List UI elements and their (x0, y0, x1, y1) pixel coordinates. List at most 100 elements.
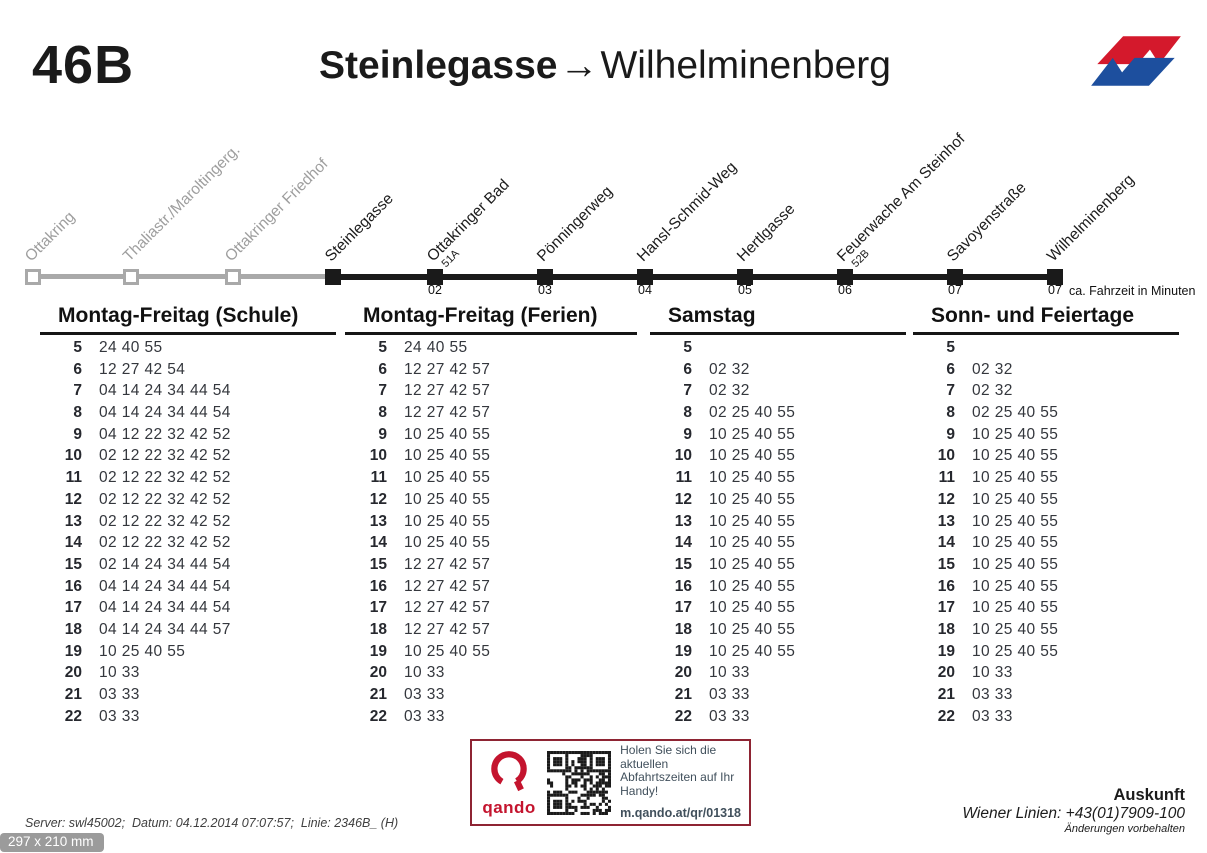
timetable-minutes: 04 14 24 34 44 54 (99, 404, 231, 422)
timetable-hour: 16 (674, 577, 692, 595)
timetable-title: Sonn- und Feiertage (913, 304, 1179, 335)
timetable-hour: 13 (64, 512, 82, 530)
timetable-row: 8 12 27 42 57 (345, 402, 637, 424)
timetable-minutes: 02 12 22 32 42 52 (99, 534, 231, 552)
title-arrow-icon: → (559, 44, 599, 87)
timetable-minutes: 02 12 22 32 42 52 (99, 490, 231, 508)
timetable-row: 7 04 14 24 34 44 54 (40, 380, 336, 402)
timetable-row: 13 10 25 40 55 (345, 511, 637, 533)
timetable-hour: 18 (369, 620, 387, 638)
timetable-minutes: 12 27 42 54 (99, 360, 186, 378)
timetable-hour: 6 (946, 360, 955, 378)
auskunft-note: Änderungen vorbehalten (1064, 823, 1185, 835)
route-station-label: Steinlegasse (321, 190, 397, 265)
timetable-minutes: 03 33 (99, 686, 140, 703)
timetable-row: 16 04 14 24 34 44 54 (40, 576, 336, 598)
timetable-row: 9 04 12 22 32 42 52 (40, 424, 336, 446)
timetable-hour: 18 (64, 620, 82, 638)
timetable-hour: 21 (937, 686, 955, 703)
timetable-row: 21 03 33 (40, 684, 336, 706)
timetable-row: 22 03 33 (913, 706, 1179, 728)
qando-url: m.qando.at/qr/01318 (620, 806, 741, 821)
qr-code (547, 750, 612, 815)
route-station-time: 02 (428, 283, 442, 297)
timetable-hour: 21 (64, 686, 82, 703)
timetable-column: Montag-Freitag (Schule) 5 24 40 55 6 12 27 4… (40, 304, 336, 727)
timetable-hour: 9 (683, 425, 692, 443)
timetable-hour: 9 (946, 425, 955, 443)
route-station-marker (947, 269, 963, 285)
timetable-minutes: 10 25 40 55 (404, 469, 491, 487)
timetable-hour: 17 (64, 599, 82, 617)
route-station-label: Feuerwache Am Steinhof 52B (833, 130, 969, 270)
timetable-minutes: 10 33 (404, 664, 445, 682)
timetable-row: 20 10 33 (913, 662, 1179, 684)
route-station-label: Pönningerweg (533, 182, 617, 265)
timetable-hour: 5 (73, 339, 82, 356)
route-station-time: 05 (738, 283, 752, 297)
timetable-row: 18 10 25 40 55 (650, 619, 906, 641)
timetable-minutes: 24 40 55 (99, 339, 163, 356)
timetable-row: 13 10 25 40 55 (650, 511, 906, 533)
timetable-hour: 22 (937, 707, 955, 725)
timetable-hour: 8 (946, 404, 955, 422)
server-info: Server: swl45002; Datum: 04.12.2014 07:0… (25, 816, 399, 830)
timetable-hour: 19 (369, 642, 387, 660)
timetable-minutes: 10 25 40 55 (709, 642, 796, 660)
timetable-minutes: 03 33 (404, 686, 445, 703)
timetable-row: 5 (913, 337, 1179, 359)
timetable-title: Montag-Freitag (Schule) (40, 304, 336, 335)
timetable-hour: 14 (64, 534, 82, 552)
timetable-hour: 18 (937, 620, 955, 638)
timetable-row: 20 10 33 (345, 662, 637, 684)
timetable-row: 17 12 27 42 57 (345, 597, 637, 619)
timetable-minutes: 10 25 40 55 (404, 490, 491, 508)
route-station-marker (325, 269, 341, 285)
timetable-minutes: 04 14 24 34 44 54 (99, 599, 231, 617)
timetable-minutes: 10 25 40 55 (972, 534, 1059, 552)
timetable-hour: 14 (937, 534, 955, 552)
timetable-minutes: 02 25 40 55 (972, 404, 1059, 422)
route-station-label: Ottakringer Bad 51A (423, 176, 513, 270)
timetable-minutes: 02 25 40 55 (709, 404, 796, 422)
timetable-hour: 14 (369, 534, 387, 552)
timetable-minutes: 10 25 40 55 (972, 620, 1059, 638)
timetable-row: 16 10 25 40 55 (650, 576, 906, 598)
timetable-minutes: 03 33 (709, 707, 750, 725)
timetable-hour: 7 (683, 382, 692, 400)
timetable-row: 10 02 12 22 32 42 52 (40, 445, 336, 467)
route-station-marker (123, 269, 139, 285)
timetable-row: 14 10 25 40 55 (650, 532, 906, 554)
timetable-hour: 7 (946, 382, 955, 400)
route-station-label: Hansl-Schmid-Weg (633, 158, 741, 265)
timetable-hour: 20 (674, 664, 692, 682)
timetable-hour: 15 (64, 555, 82, 573)
timetable-minutes: 10 25 40 55 (709, 490, 796, 508)
route-station-label: Ottakringer Friedhof (221, 155, 332, 265)
timetable-minutes: 02 32 (972, 360, 1013, 378)
timetable-minutes: 02 12 22 32 42 52 (99, 512, 231, 530)
timetable-hour: 8 (378, 404, 387, 422)
route-line-active (333, 274, 1063, 280)
timetable-hour: 11 (370, 469, 387, 487)
timetable-minutes: 10 25 40 55 (709, 425, 796, 443)
timetable-column: Montag-Freitag (Ferien) 5 24 40 55 6 12 27 4… (345, 304, 637, 727)
qando-message: Holen Sie sich die aktuellen Abfahrtszei… (620, 743, 735, 798)
timetable-minutes: 10 25 40 55 (972, 555, 1059, 573)
timetable-row: 10 10 25 40 55 (650, 445, 906, 467)
timetable-row: 19 10 25 40 55 (345, 641, 637, 663)
timetable-minutes: 02 32 (709, 382, 750, 400)
timetable-row: 16 10 25 40 55 (913, 576, 1179, 598)
timetable-hour: 19 (674, 642, 692, 660)
page-title: Steinlegasse→Wilhelminenberg (245, 44, 965, 88)
timetable-minutes: 10 25 40 55 (972, 599, 1059, 617)
timetable-row: 11 02 12 22 32 42 52 (40, 467, 336, 489)
timetable-row: 9 10 25 40 55 (650, 424, 906, 446)
title-destination: Wilhelminenberg (600, 44, 891, 87)
timetable-minutes: 10 25 40 55 (404, 512, 491, 530)
timetable-row: 8 02 25 40 55 (913, 402, 1179, 424)
timetable-minutes: 10 25 40 55 (972, 512, 1059, 530)
timetable-minutes: 03 33 (709, 686, 750, 703)
timetable-minutes: 12 27 42 57 (404, 599, 491, 617)
